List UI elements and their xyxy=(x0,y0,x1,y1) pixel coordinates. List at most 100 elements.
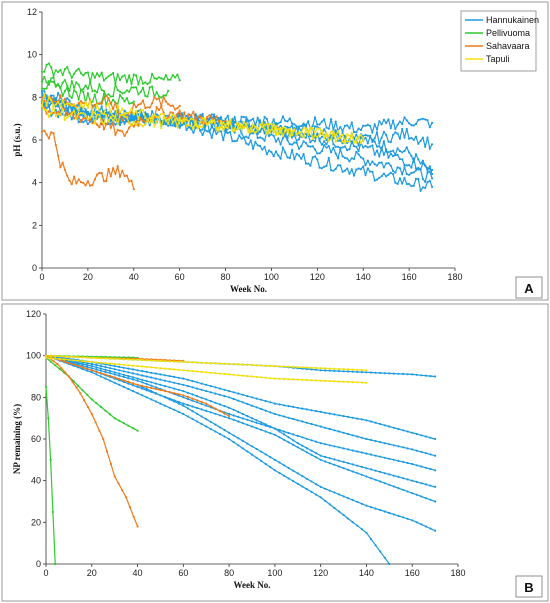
data-point xyxy=(359,128,362,132)
data-point xyxy=(249,130,252,133)
data-point xyxy=(255,397,258,400)
data-point xyxy=(426,171,429,174)
data-point xyxy=(183,111,186,114)
data-point xyxy=(341,132,344,135)
data-point xyxy=(130,86,133,89)
series-hannukainen-b xyxy=(44,354,437,441)
data-point xyxy=(293,128,296,131)
data-point xyxy=(389,150,392,153)
data-point xyxy=(424,118,427,121)
data-point xyxy=(123,134,126,137)
data-point xyxy=(301,366,304,369)
data-point xyxy=(117,482,120,485)
x-tick-label: 20 xyxy=(87,568,97,578)
data-point xyxy=(315,483,318,486)
data-point xyxy=(135,117,138,120)
data-point xyxy=(387,173,390,176)
y-tick-label: 12 xyxy=(27,7,37,17)
data-point xyxy=(388,457,391,460)
data-point xyxy=(102,89,105,93)
data-point xyxy=(233,129,236,132)
data-point xyxy=(96,173,99,176)
data-point xyxy=(169,78,172,81)
data-point xyxy=(141,378,144,381)
data-point xyxy=(191,370,194,373)
data-point xyxy=(346,157,349,160)
data-point xyxy=(70,112,73,115)
x-tick-label: 0 xyxy=(43,568,48,578)
data-point xyxy=(89,100,92,103)
data-point xyxy=(81,362,84,366)
data-point xyxy=(178,109,181,112)
data-point xyxy=(86,369,89,372)
data-point xyxy=(86,122,89,126)
data-point xyxy=(43,129,46,132)
data-point xyxy=(201,114,204,117)
data-point xyxy=(332,137,335,140)
data-point xyxy=(379,470,382,473)
data-point xyxy=(219,116,223,119)
data-point xyxy=(406,478,409,481)
data-point xyxy=(325,143,328,146)
data-point xyxy=(424,466,428,469)
data-point xyxy=(226,131,229,134)
data-point xyxy=(177,402,180,405)
data-point xyxy=(305,366,308,369)
data-point xyxy=(209,362,212,365)
data-point xyxy=(70,80,73,83)
data-point xyxy=(79,111,83,115)
data-point xyxy=(356,435,359,438)
data-point xyxy=(352,145,356,148)
data-point xyxy=(218,432,222,436)
data-point xyxy=(293,158,296,161)
data-point xyxy=(421,136,424,139)
data-point xyxy=(411,519,414,522)
data-point xyxy=(431,143,434,146)
data-point xyxy=(125,116,128,119)
data-point xyxy=(182,390,185,393)
data-point xyxy=(66,84,69,87)
data-point xyxy=(392,513,395,516)
data-point xyxy=(114,172,117,175)
data-point xyxy=(264,430,267,433)
y-tick-label: 20 xyxy=(31,517,41,527)
data-point xyxy=(70,183,73,186)
data-point xyxy=(116,123,119,126)
data-point xyxy=(50,94,53,97)
data-point xyxy=(77,83,80,86)
y-tick-label: 8 xyxy=(32,92,37,102)
data-point xyxy=(151,72,154,76)
data-point xyxy=(68,99,71,102)
data-point xyxy=(54,562,57,566)
data-point xyxy=(209,411,212,414)
data-point xyxy=(178,104,181,107)
data-point xyxy=(113,357,116,360)
data-point xyxy=(136,379,139,382)
data-point xyxy=(319,369,322,372)
data-point xyxy=(63,108,66,111)
data-point xyxy=(292,480,295,483)
data-point xyxy=(296,482,299,485)
data-point xyxy=(135,86,138,89)
data-point xyxy=(123,91,126,94)
data-point xyxy=(63,68,66,71)
data-point xyxy=(180,121,184,125)
data-point xyxy=(333,369,336,372)
data-point xyxy=(125,120,128,123)
data-point xyxy=(392,426,395,429)
data-point xyxy=(389,126,392,130)
data-point xyxy=(174,114,177,117)
data-point xyxy=(350,131,353,134)
data-point xyxy=(342,415,345,418)
data-point xyxy=(355,168,358,171)
data-point xyxy=(86,406,90,409)
data-point xyxy=(373,137,376,140)
data-point xyxy=(162,78,165,81)
legend-label-pellivuoma: Pellivuoma xyxy=(486,28,530,38)
data-point xyxy=(109,111,112,114)
data-point xyxy=(116,165,119,168)
data-point xyxy=(135,109,138,112)
data-point xyxy=(403,166,406,169)
data-point xyxy=(224,125,227,128)
data-point xyxy=(186,415,189,418)
